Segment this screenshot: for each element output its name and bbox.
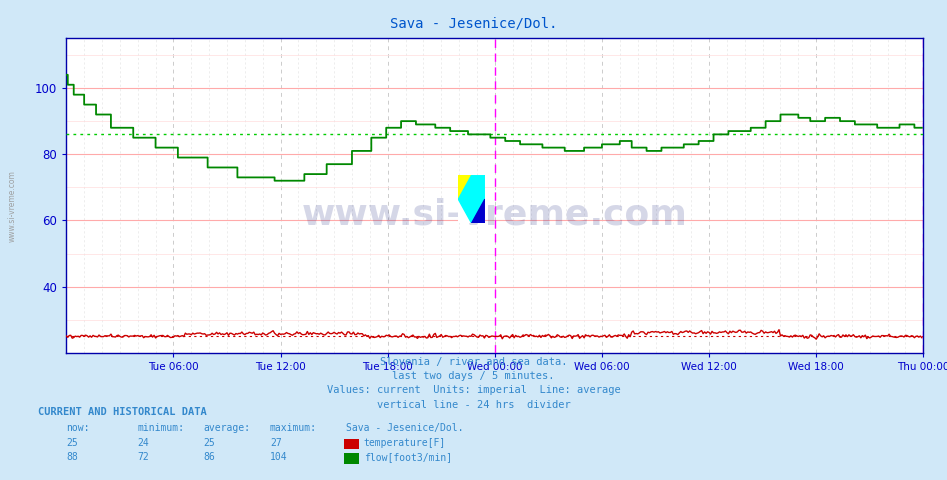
Text: Sava - Jesenice/Dol.: Sava - Jesenice/Dol. [346,422,463,432]
Text: Values: current  Units: imperial  Line: average: Values: current Units: imperial Line: av… [327,385,620,396]
Text: 25: 25 [66,438,78,448]
Text: CURRENT AND HISTORICAL DATA: CURRENT AND HISTORICAL DATA [38,407,206,417]
Text: temperature[F]: temperature[F] [364,438,446,448]
Polygon shape [472,199,485,223]
Text: www.si-vreme.com: www.si-vreme.com [302,197,688,231]
Polygon shape [458,175,472,199]
Text: 72: 72 [137,452,149,462]
Text: now:: now: [66,422,90,432]
Text: 24: 24 [137,438,149,448]
Text: 27: 27 [270,438,281,448]
Text: flow[foot3/min]: flow[foot3/min] [364,452,452,462]
Text: www.si-vreme.com: www.si-vreme.com [8,170,17,242]
Text: minimum:: minimum: [137,422,185,432]
Text: last two days / 5 minutes.: last two days / 5 minutes. [392,371,555,381]
Text: 104: 104 [270,452,288,462]
Text: average:: average: [204,422,251,432]
Text: maximum:: maximum: [270,422,317,432]
Text: 25: 25 [204,438,215,448]
Text: Slovenia / river and sea data.: Slovenia / river and sea data. [380,357,567,367]
Polygon shape [458,175,485,223]
Text: vertical line - 24 hrs  divider: vertical line - 24 hrs divider [377,400,570,410]
Text: 86: 86 [204,452,215,462]
Text: Sava - Jesenice/Dol.: Sava - Jesenice/Dol. [390,17,557,31]
Text: 88: 88 [66,452,78,462]
